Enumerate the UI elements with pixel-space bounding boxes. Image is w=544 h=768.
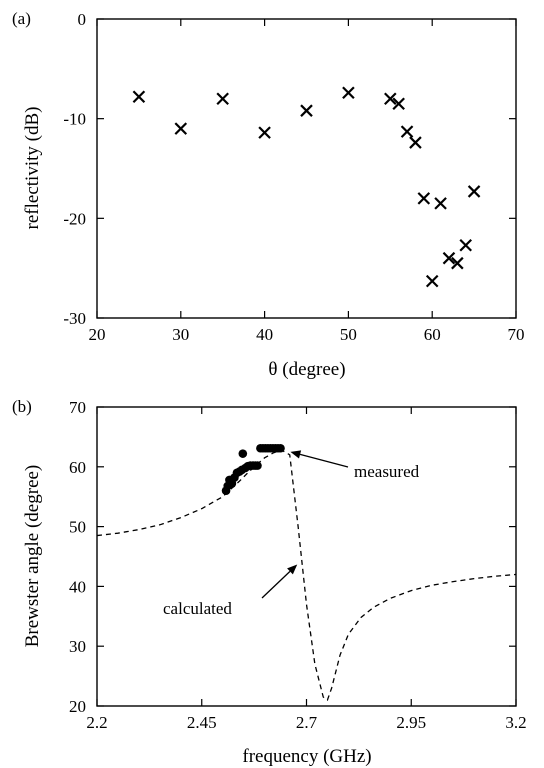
x-marker — [300, 104, 313, 117]
panel-a-label: (a) — [12, 9, 31, 28]
measured-dot — [276, 443, 285, 453]
x-tick-label: 2.45 — [187, 713, 217, 732]
x-tick-label: 70 — [508, 325, 525, 344]
x-marker — [342, 86, 355, 100]
x-marker — [451, 256, 464, 270]
y-tick-label: 30 — [69, 637, 86, 656]
x-marker — [384, 92, 397, 106]
panel-a-reflectivity-chart: (a) 20 30 40 50 60 70 0 -10 -20 -30 θ (degree) r… — [12, 9, 525, 380]
panel-b-x-axis-label: frequency (GHz) — [242, 746, 371, 767]
panel-a-y-axis-label: reflectivity (dB) — [22, 107, 43, 230]
panel-a-y-tick-labels: 0 -10 -20 -30 — [63, 10, 86, 328]
x-tick-label: 30 — [172, 325, 189, 344]
y-tick-label: 60 — [69, 458, 86, 477]
panel-b-y-axis-label: Brewster angle (degree) — [22, 465, 43, 648]
measured-annotation-arrow — [299, 453, 349, 468]
measured-dot — [238, 449, 248, 458]
calculated-arrow-head — [287, 564, 298, 575]
measured-arrow-head — [290, 450, 302, 459]
x-marker — [425, 274, 439, 288]
x-tick-label: 50 — [340, 325, 357, 344]
panel-b-ticks — [96, 406, 517, 707]
measured-dot — [253, 461, 262, 470]
calculated-curve — [96, 449, 517, 702]
x-marker — [467, 185, 481, 198]
x-tick-label: 2.95 — [396, 713, 426, 732]
panel-b-label: (b) — [12, 397, 32, 416]
calculated-annotation-arrow — [261, 570, 291, 599]
calculated-annotation-label: calculated — [163, 599, 232, 618]
x-marker — [434, 197, 447, 210]
y-tick-label: -30 — [63, 309, 86, 328]
y-tick-label: -10 — [63, 110, 86, 129]
panel-b-y-tick-labels: 20 30 40 50 60 70 — [69, 398, 86, 716]
x-marker — [417, 192, 431, 205]
x-tick-label: 2.2 — [86, 713, 107, 732]
y-tick-label: 70 — [69, 398, 86, 417]
panel-b-brewster-chart: (b) 2.2 2.45 2.7 2.95 3.2 20 30 40 50 60 70 measu… — [12, 397, 527, 767]
x-tick-label: 60 — [424, 325, 441, 344]
panel-a-x-axis-label: θ (degree) — [268, 359, 345, 380]
y-tick-label: 0 — [78, 10, 87, 29]
x-tick-label: 2.7 — [296, 713, 318, 732]
x-tick-label: 40 — [256, 325, 273, 344]
x-marker — [400, 125, 414, 138]
y-tick-label: 20 — [69, 697, 86, 716]
y-tick-label: 50 — [69, 518, 86, 537]
panel-a-ticks — [96, 18, 517, 319]
panel-a-data-points — [132, 86, 481, 288]
x-marker — [409, 136, 422, 149]
x-marker — [258, 126, 271, 139]
x-marker — [174, 122, 188, 135]
x-tick-label: 20 — [89, 325, 106, 344]
x-marker — [392, 97, 405, 110]
panel-a-plot-frame — [96, 18, 517, 319]
panel-b-plot-frame — [96, 406, 517, 707]
x-tick-label: 3.2 — [505, 713, 526, 732]
x-marker — [216, 92, 229, 106]
panel-b-annotations: measured calculated — [163, 450, 420, 618]
measured-data-points — [221, 443, 285, 496]
panel-a-x-tick-labels: 20 30 40 50 60 70 — [89, 325, 525, 344]
x-marker — [442, 251, 456, 265]
x-marker — [459, 238, 472, 252]
y-tick-label: 40 — [69, 577, 86, 596]
panel-b-x-tick-labels: 2.2 2.45 2.7 2.95 3.2 — [86, 713, 526, 732]
measured-annotation-label: measured — [354, 462, 420, 481]
x-marker — [132, 90, 146, 104]
y-tick-label: -20 — [63, 209, 86, 228]
